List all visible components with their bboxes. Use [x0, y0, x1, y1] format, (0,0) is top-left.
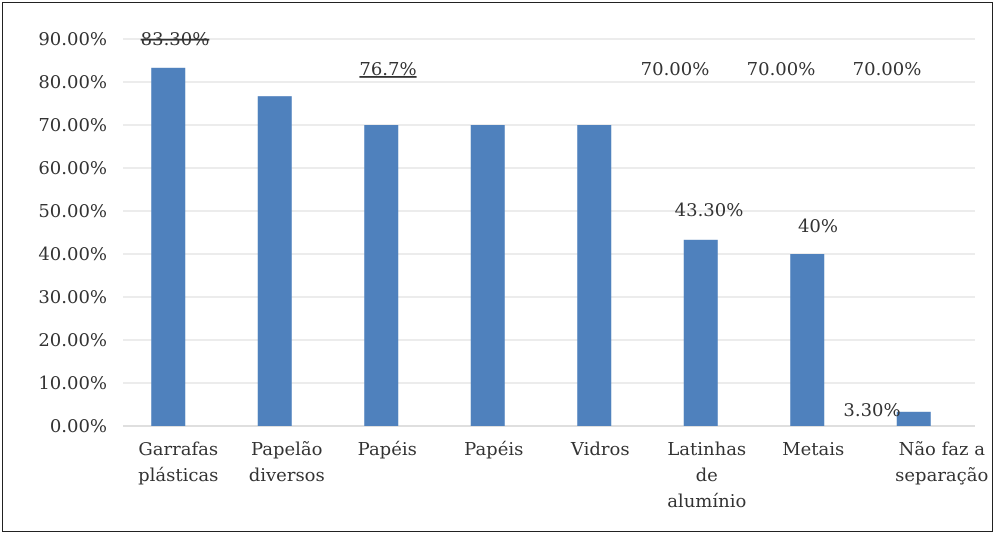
bar: [790, 254, 825, 426]
bar: [896, 411, 931, 426]
y-tick-label: 50.00%: [38, 201, 107, 222]
x-axis-categories: Garrafas plásticas Papelão diversos Papéis Pa…: [138, 439, 988, 512]
y-tick-label: 40.00%: [38, 244, 107, 265]
y-tick-label: 10.00%: [38, 373, 107, 394]
y-tick-label: 80.00%: [38, 72, 107, 93]
y-tick-label: 20.00%: [38, 330, 107, 351]
y-axis-ticks: 0.00% 10.00% 20.00% 30.00% 40.00% 50.00% 60.00…: [38, 29, 107, 437]
y-tick-label: 70.00%: [38, 115, 107, 136]
y-tick-label: 60.00%: [38, 158, 107, 179]
data-label: 43.30%: [675, 200, 744, 221]
data-label: 70.00%: [641, 59, 710, 80]
category-label: Papéis: [464, 439, 523, 460]
data-label: 70.00%: [853, 59, 922, 80]
y-tick-label: 90.00%: [38, 29, 107, 50]
bar: [470, 125, 505, 426]
y-tick-label: 30.00%: [38, 287, 107, 308]
category-label: Vidros: [570, 439, 630, 460]
category-label: Papelão diversos: [249, 439, 325, 486]
gridlines: [123, 38, 975, 427]
data-label: 83.30%: [141, 29, 210, 50]
data-label: 3.30%: [843, 400, 900, 421]
data-label: 76.7%: [359, 59, 416, 80]
bar-chart: 0.00% 10.00% 20.00% 30.00% 40.00% 50.00% 60.00…: [38, 29, 988, 512]
bar: [151, 67, 186, 426]
category-label: Garrafas plásticas: [138, 439, 218, 486]
bar: [683, 239, 718, 426]
data-labels: 83.30% 76.7% 70.00% 70.00% 70.00% 43.30% 40% 3.…: [141, 29, 922, 421]
bar: [257, 96, 292, 426]
category-label: Não faz a separação: [895, 439, 988, 486]
category-label: Papéis: [358, 439, 417, 460]
category-label: Metais: [782, 439, 844, 460]
bar: [364, 125, 399, 426]
data-label: 70.00%: [747, 59, 816, 80]
bar: [577, 125, 612, 426]
bars: [151, 67, 931, 426]
category-label: Latinhas de alumínio: [667, 439, 746, 512]
y-tick-label: 0.00%: [50, 416, 107, 437]
data-label: 40%: [798, 216, 838, 237]
